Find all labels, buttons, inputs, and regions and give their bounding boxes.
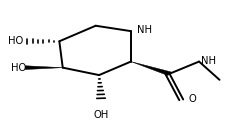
Text: HO: HO	[8, 36, 23, 46]
Polygon shape	[25, 66, 63, 70]
Text: NH: NH	[136, 25, 151, 35]
Text: O: O	[188, 94, 196, 104]
Text: OH: OH	[93, 110, 109, 120]
Text: HO: HO	[11, 63, 26, 73]
Polygon shape	[130, 62, 170, 75]
Text: NH: NH	[200, 56, 215, 66]
